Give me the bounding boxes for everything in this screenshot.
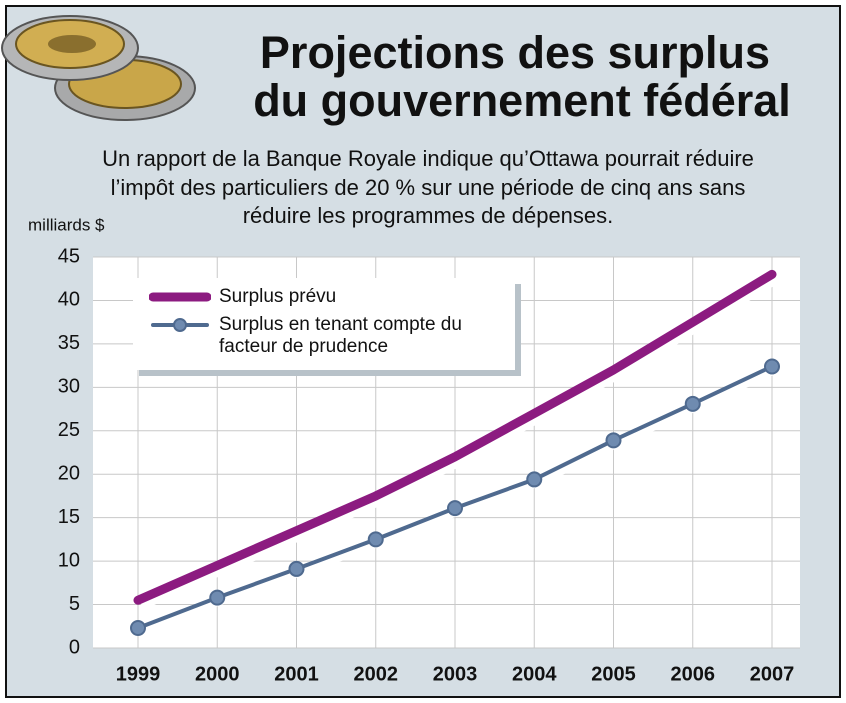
chart-subtitle: Un rapport de la Banque Royale indique q… [102, 146, 754, 171]
chart-title: du gouvernement fédéral [253, 75, 791, 126]
y-tick-label: 5 [69, 593, 80, 615]
y-tick-label: 30 [58, 376, 80, 398]
data-point [210, 591, 224, 605]
page: Projections des surplus du gouvernement … [0, 0, 846, 703]
x-tick-label: 2002 [354, 663, 399, 685]
legend-label: Surplus prévu [219, 286, 519, 308]
legend-label: Surplus en tenant compte du facteur de p… [219, 314, 519, 358]
chart-subtitle: réduire les programmes de dépenses. [243, 203, 614, 228]
y-tick-label: 25 [58, 419, 80, 441]
data-point [686, 397, 700, 411]
data-point [527, 472, 541, 486]
data-point [131, 621, 145, 635]
x-tick-label: 2005 [591, 663, 636, 685]
y-tick-label: 20 [58, 463, 80, 485]
y-tick-label: 15 [58, 506, 80, 528]
legend-swatch [149, 314, 211, 336]
y-axis-label: milliards $ [28, 215, 105, 234]
legend-item: Surplus en tenant compte du facteur de p… [149, 314, 519, 358]
legend-item: Surplus prévu [149, 286, 519, 308]
y-tick-label: 0 [69, 636, 80, 658]
data-point [448, 501, 462, 515]
y-tick-label: 45 [58, 245, 80, 267]
x-tick-label: 2003 [433, 663, 478, 685]
legend-marker [174, 319, 186, 331]
y-tick-label: 35 [58, 332, 80, 354]
x-tick-label: 2001 [274, 663, 319, 685]
x-tick-label: 2004 [512, 663, 557, 685]
x-tick-label: 2000 [195, 663, 240, 685]
x-tick-label: 2007 [750, 663, 795, 685]
legend-swatch [149, 286, 211, 308]
data-point [369, 532, 383, 546]
data-point [765, 359, 779, 373]
data-point [607, 433, 621, 447]
x-tick-label: 2006 [671, 663, 716, 685]
y-tick-label: 40 [58, 289, 80, 311]
chart-title: Projections des surplus [260, 27, 770, 78]
y-tick-label: 10 [58, 549, 80, 571]
x-tick-label: 1999 [116, 663, 161, 685]
chart-subtitle: l’impôt des particuliers de 20 % sur une… [111, 175, 746, 200]
data-point [290, 562, 304, 576]
